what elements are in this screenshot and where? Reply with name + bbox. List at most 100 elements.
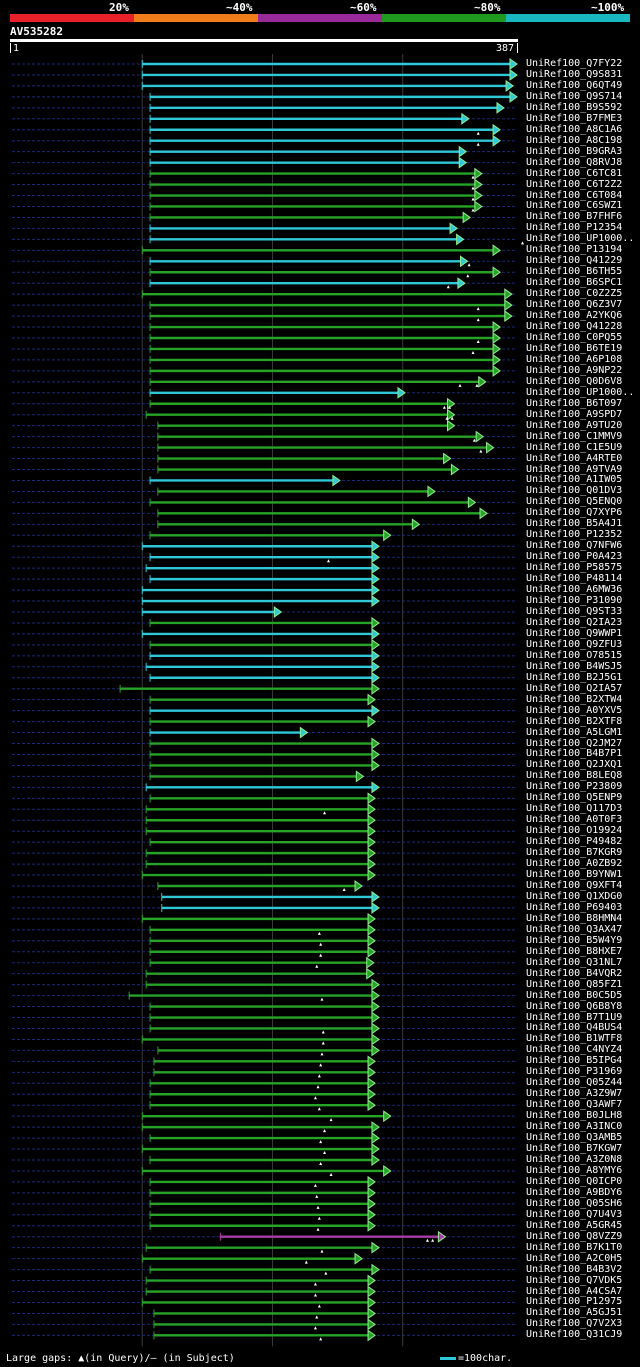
hit-label[interactable]: UniRef100_B5A4J1 <box>526 518 623 530</box>
hit-label[interactable]: UniRef100_O19924 <box>526 825 623 837</box>
hit-label[interactable]: UniRef100_A4CSA7 <box>526 1285 623 1297</box>
hit-label[interactable]: UniRef100_A8C1A6 <box>526 123 623 135</box>
hit-label[interactable]: UniRef100_B7KGW7 <box>526 1143 623 1155</box>
hit-label[interactable]: UniRef100_Q6QT49 <box>526 79 623 91</box>
hit-label[interactable]: UniRef100_B8LEQ8 <box>526 770 623 782</box>
hit-label[interactable]: UniRef100_B6TE19 <box>526 342 623 354</box>
hit-label[interactable]: UniRef100_A0ZB92 <box>526 858 623 870</box>
hit-label[interactable]: UniRef100_Q2IA23 <box>526 616 623 628</box>
hit-label[interactable]: UniRef100_C1MMV9 <box>526 430 623 442</box>
hit-label[interactable]: UniRef100_B4B3V2 <box>526 1263 623 1275</box>
hit-label[interactable]: UniRef100_B7FME3 <box>526 112 623 124</box>
hit-label[interactable]: UniRef100_A2C0H5 <box>526 1252 623 1264</box>
hit-label[interactable]: UniRef100_A3Z0N8 <box>526 1154 623 1165</box>
hit-label[interactable]: UniRef100_B0C5D5 <box>526 989 623 1001</box>
hit-label[interactable]: UniRef100_UP1000.. <box>526 386 635 398</box>
hit-label[interactable]: UniRef100_Q0D6V8 <box>526 375 623 387</box>
hit-label[interactable]: UniRef100_C6T2Z2 <box>526 178 623 190</box>
hit-label[interactable]: UniRef100_Q2IA57 <box>526 682 623 694</box>
hit-label[interactable]: UniRef100_P48114 <box>526 573 623 585</box>
hit-label[interactable]: UniRef100_Q2JM27 <box>526 737 623 749</box>
hit-label[interactable]: UniRef100_Q9ST33 <box>526 606 623 617</box>
hit-label[interactable]: UniRef100_A9NP22 <box>526 364 623 376</box>
hit-label[interactable]: UniRef100_Q0ICP0 <box>526 1175 623 1187</box>
hit-label[interactable]: UniRef100_B5IPG4 <box>526 1055 623 1067</box>
hit-label[interactable]: UniRef100_C0PQ55 <box>526 332 623 343</box>
hit-label[interactable]: UniRef100_B7K1T0 <box>526 1241 623 1253</box>
hit-label[interactable]: UniRef100_Q9WWP1 <box>526 627 623 639</box>
hit-label[interactable]: UniRef100_P69403 <box>526 901 623 913</box>
hit-label[interactable]: UniRef100_A3Z9W7 <box>526 1088 623 1100</box>
hit-label[interactable]: UniRef100_Q5ENQ0 <box>526 496 623 508</box>
hit-label[interactable]: UniRef100_P58575 <box>526 562 623 574</box>
hit-label[interactable]: UniRef100_Q8RVJ8 <box>526 156 623 168</box>
hit-label[interactable]: UniRef100_Q7NFW6 <box>526 540 623 552</box>
hit-label[interactable]: UniRef100_B4WSJ5 <box>526 660 623 672</box>
hit-label[interactable]: UniRef100_Q7VDK5 <box>526 1274 623 1286</box>
hit-label[interactable]: UniRef100_B8HXE7 <box>526 945 623 957</box>
hit-label[interactable]: UniRef100_UP1000.. <box>526 233 635 245</box>
hit-label[interactable]: UniRef100_B2XTW4 <box>526 693 623 705</box>
hit-label[interactable]: UniRef100_O78515 <box>526 649 623 661</box>
hit-label[interactable]: UniRef100_B7FHF6 <box>526 211 623 223</box>
hit-label[interactable]: UniRef100_Q5ENP9 <box>526 792 623 804</box>
hit-label[interactable]: UniRef100_C6TC81 <box>526 167 623 179</box>
hit-label[interactable]: UniRef100_Q1XDG0 <box>526 890 623 902</box>
hit-label[interactable]: UniRef100_B6T097 <box>526 397 623 409</box>
hit-label[interactable]: UniRef100_A9TU20 <box>526 419 623 431</box>
hit-label[interactable]: UniRef100_Q31NL7 <box>526 956 623 968</box>
hit-label[interactable]: UniRef100_Q05Z44 <box>526 1077 623 1089</box>
hit-label[interactable]: UniRef100_Q117D3 <box>526 803 623 815</box>
hit-label[interactable]: UniRef100_C1E5U9 <box>526 441 623 453</box>
hit-label[interactable]: UniRef100_Q6Z3V7 <box>526 299 623 311</box>
hit-label[interactable]: UniRef100_Q31CJ9 <box>526 1329 623 1341</box>
hit-label[interactable]: UniRef100_Q7V2X3 <box>526 1318 623 1330</box>
hit-label[interactable]: UniRef100_A4RTE0 <box>526 452 623 464</box>
hit-label[interactable]: UniRef100_C0Z2Z5 <box>526 288 623 300</box>
hit-label[interactable]: UniRef100_A9TVA9 <box>526 463 623 475</box>
hit-label[interactable]: UniRef100_Q6B8Y8 <box>526 1000 623 1012</box>
hit-label[interactable]: UniRef100_A0YXV5 <box>526 704 623 716</box>
hit-label[interactable]: UniRef100_Q7XYP6 <box>526 507 623 519</box>
hit-label[interactable]: UniRef100_Q3AMB5 <box>526 1132 623 1144</box>
hit-label[interactable]: UniRef100_A9SPD7 <box>526 408 623 420</box>
hit-label[interactable]: UniRef100_P12975 <box>526 1296 623 1308</box>
hit-label[interactable]: UniRef100_B2XTF8 <box>526 715 623 727</box>
hit-label[interactable]: UniRef100_B5W4Y9 <box>526 934 623 946</box>
hit-label[interactable]: UniRef100_A6MW36 <box>526 584 623 596</box>
hit-label[interactable]: UniRef100_B0JLH8 <box>526 1110 623 1122</box>
hit-label[interactable]: UniRef100_A1IW05 <box>526 474 623 486</box>
hit-label[interactable]: UniRef100_C6SWZ1 <box>526 200 623 212</box>
hit-label[interactable]: UniRef100_A0T0F3 <box>526 814 623 826</box>
hit-label[interactable]: UniRef100_B7KGR9 <box>526 847 623 859</box>
hit-label[interactable]: UniRef100_A6P108 <box>526 353 623 365</box>
hit-label[interactable]: UniRef100_B6SPC1 <box>526 277 623 289</box>
hit-label[interactable]: UniRef100_C6T084 <box>526 189 623 201</box>
hit-label[interactable]: UniRef100_B2J5G1 <box>526 671 623 683</box>
hit-label[interactable]: UniRef100_B7T1U9 <box>526 1011 623 1023</box>
hit-label[interactable]: UniRef100_A5GJ51 <box>526 1307 623 1319</box>
hit-label[interactable]: UniRef100_Q9S714 <box>526 90 623 102</box>
hit-label[interactable]: UniRef100_Q3AX47 <box>526 923 623 935</box>
hit-label[interactable]: UniRef100_Q8VZZ9 <box>526 1230 623 1242</box>
hit-label[interactable]: UniRef100_Q7U4V3 <box>526 1208 623 1220</box>
hit-label[interactable]: UniRef100_P12354 <box>526 222 623 234</box>
hit-label[interactable]: UniRef100_Q3AWF7 <box>526 1099 623 1111</box>
hit-label[interactable]: UniRef100_Q9XFT4 <box>526 880 623 891</box>
hit-label[interactable]: UniRef100_B4B7P1 <box>526 748 623 760</box>
hit-label[interactable]: UniRef100_Q41228 <box>526 321 623 333</box>
hit-label[interactable]: UniRef100_P13194 <box>526 244 623 256</box>
hit-label[interactable]: UniRef100_Q7FY22 <box>526 58 623 69</box>
hit-label[interactable]: UniRef100_P49482 <box>526 836 623 848</box>
hit-label[interactable]: UniRef100_B4VQR2 <box>526 967 623 979</box>
hit-label[interactable]: UniRef100_P31969 <box>526 1066 623 1078</box>
hit-label[interactable]: UniRef100_Q41229 <box>526 255 623 267</box>
hit-label[interactable]: UniRef100_P12352 <box>526 529 623 541</box>
hit-label[interactable]: UniRef100_A5LGM1 <box>526 726 623 738</box>
hit-label[interactable]: UniRef100_B9S592 <box>526 101 623 113</box>
hit-label[interactable]: UniRef100_A8YMY6 <box>526 1164 623 1176</box>
hit-label[interactable]: UniRef100_Q01DV3 <box>526 485 623 497</box>
hit-label[interactable]: UniRef100_B9GRA3 <box>526 145 623 157</box>
hit-label[interactable]: UniRef100_Q85FZ1 <box>526 978 623 990</box>
hit-label[interactable]: UniRef100_Q05SH6 <box>526 1197 623 1209</box>
